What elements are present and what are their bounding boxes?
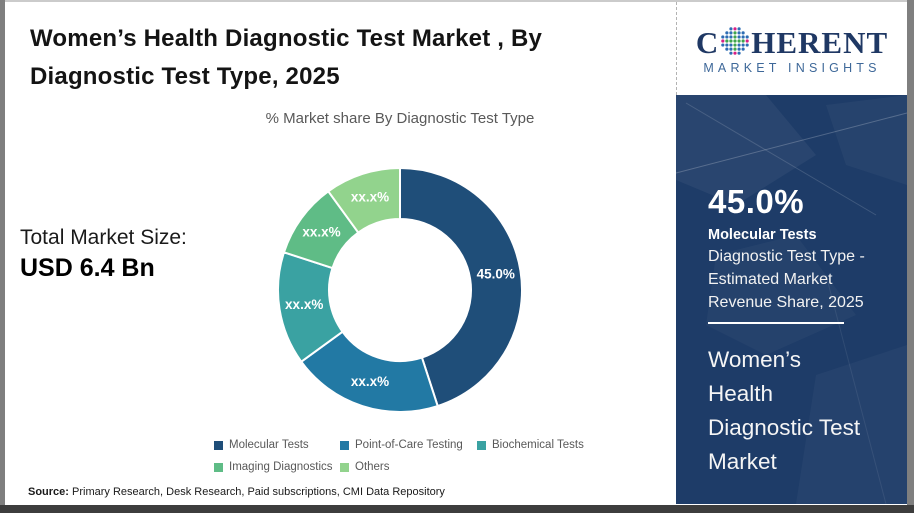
legend-label: Imaging Diagnostics — [229, 461, 333, 473]
source-text: Primary Research, Desk Research, Paid su… — [68, 486, 445, 498]
slide-canvas: Women’s Health Diagnostic Test Market , … — [5, 2, 907, 505]
legend-item-point-of-care-testing: Point-of-Care Testing — [340, 439, 463, 451]
legend-swatch-imaging-diagnostics — [214, 462, 223, 472]
slice-label-4: xx.x% — [351, 189, 389, 204]
legend-swatch-point-of-care-testing — [340, 440, 349, 450]
legend-label: Point-of-Care Testing — [355, 439, 463, 451]
sidebar-highlight-value: 45.0% — [708, 183, 805, 220]
donut-chart: 45.0% xx.x% xx.x% xx.x% xx.x% — [250, 140, 550, 440]
logo-letters-herent: HERENT — [751, 24, 889, 60]
chart-subtitle: % Market share By Diagnostic Test Type — [265, 110, 535, 127]
donut-slice-4 — [327, 167, 401, 234]
slice-label-0: 45.0% — [477, 266, 515, 281]
total-market-size-block: Total Market Size: USD 6.4 Bn — [20, 226, 187, 283]
legend-label: Others — [355, 461, 390, 473]
donut-slice-0 — [399, 167, 523, 408]
legend-swatch-others — [340, 462, 349, 472]
globe-dots-icon — [721, 27, 749, 55]
donut-chart-svg: 45.0% xx.x% xx.x% xx.x% xx.x% — [277, 167, 523, 413]
legend-item-biochemical-tests: Biochemical Tests — [477, 439, 584, 451]
page-title: Women’s Health Diagnostic Test Market , … — [30, 25, 543, 90]
sidebar-highlight-segment: Molecular Tests — [708, 227, 817, 243]
slice-label-3: xx.x% — [302, 225, 340, 240]
coherent-market-insights-logo: C HERENT MARKET INSIGHTS — [676, 2, 907, 95]
legend-item-imaging-diagnostics: Imaging Diagnostics — [214, 461, 333, 473]
source-label: Source: — [28, 486, 69, 498]
sidebar-market-name: Women’s Health Diagnostic Test Market — [708, 347, 861, 474]
logo-tagline: MARKET INSIGHTS — [703, 61, 881, 75]
total-market-size-label: Total Market Size: — [20, 226, 187, 249]
source-note: Source: Primary Research, Desk Research,… — [28, 486, 445, 498]
total-market-size-value: USD 6.4 Bn — [20, 254, 155, 282]
legend-item-molecular-tests: Molecular Tests — [214, 439, 309, 451]
legend-label: Molecular Tests — [229, 439, 309, 451]
highlight-sidebar: 45.0% Molecular Tests Diagnostic Test Ty… — [676, 95, 907, 504]
logo-letter-c: C — [695, 24, 720, 60]
window-bottom-border — [0, 505, 914, 513]
legend-swatch-biochemical-tests — [477, 440, 486, 450]
sidebar-divider — [708, 322, 844, 324]
logo-wordmark: C HERENT — [696, 26, 888, 58]
legend-item-others: Others — [340, 461, 390, 473]
sidebar-highlight-description: Diagnostic Test Type - Estimated Market … — [708, 248, 865, 311]
world-map-texture — [676, 95, 907, 504]
legend-label: Biochemical Tests — [492, 439, 584, 451]
slice-label-1: xx.x% — [351, 374, 389, 389]
slice-label-2: xx.x% — [285, 297, 323, 312]
legend-swatch-molecular-tests — [214, 440, 223, 450]
